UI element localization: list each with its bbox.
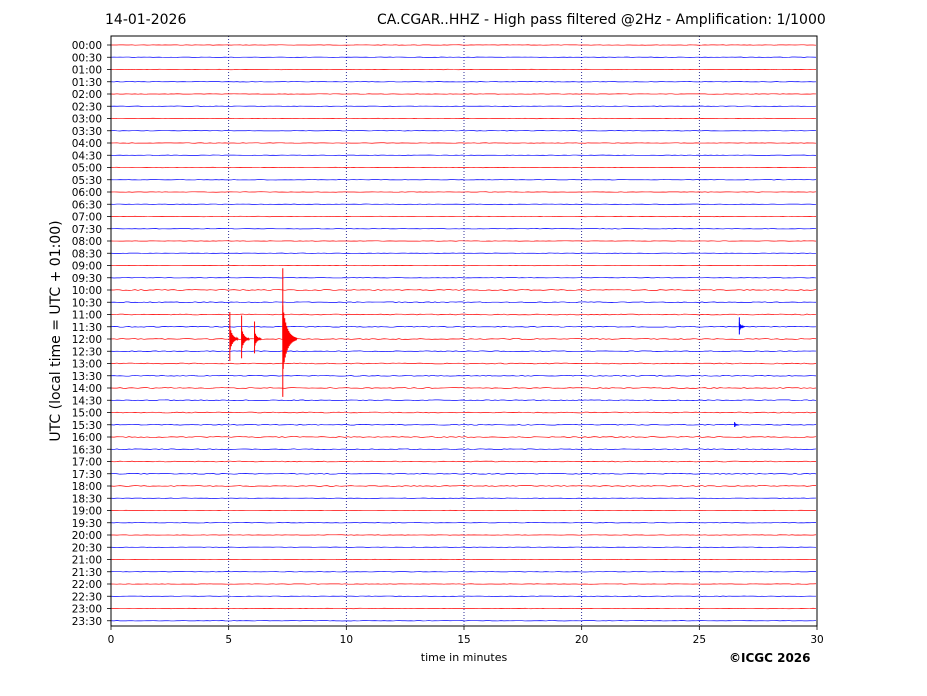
- trace-line: [110, 460, 816, 463]
- x-axis-label: time in minutes: [420, 651, 508, 664]
- y-tick-label: 06:30: [72, 199, 102, 211]
- y-tick-label: 02:30: [72, 101, 102, 113]
- x-tick-label: 15: [457, 634, 470, 646]
- trace-line: [110, 362, 817, 365]
- event-coda: [282, 305, 298, 369]
- y-tick-label: 02:00: [72, 89, 102, 101]
- y-tick-label: 19:30: [72, 518, 102, 530]
- y-tick-label: 01:30: [72, 77, 102, 89]
- trace-line: [110, 423, 817, 426]
- x-tick-label: 10: [340, 634, 353, 646]
- y-tick-label: 05:00: [72, 163, 102, 175]
- y-tick-label: 16:30: [72, 444, 102, 456]
- y-tick-label: 23:00: [72, 604, 102, 616]
- y-tick-label: 12:00: [72, 334, 102, 346]
- y-tick-label: 20:00: [72, 530, 102, 542]
- y-axis-label: UTC (local time = UTC + 01:00): [48, 220, 64, 442]
- trace-line: [110, 325, 817, 328]
- y-tick-label: 12:30: [72, 346, 102, 358]
- trace-line: [110, 313, 817, 316]
- y-tick-labels: 00:0000:3001:0001:3002:0002:3003:0003:30…: [72, 40, 111, 628]
- chart-title: CA.CGAR..HHZ - High pass filtered @2Hz -…: [377, 12, 826, 28]
- event-coda: [734, 422, 739, 428]
- y-tick-label: 04:00: [72, 138, 102, 150]
- event-coda: [229, 326, 239, 350]
- y-tick-label: 13:00: [72, 359, 102, 371]
- x-tick-label: 20: [575, 634, 588, 646]
- y-tick-label: 15:30: [72, 420, 102, 432]
- y-tick-label: 11:30: [72, 322, 102, 334]
- y-tick-label: 07:30: [72, 224, 102, 236]
- event-coda: [241, 327, 251, 349]
- plot-frame: [110, 35, 818, 627]
- x-tick-label: 0: [108, 634, 115, 646]
- x-tick-labels: 0 5 10 15 20 25 30: [108, 626, 824, 646]
- y-tick-label: 04:30: [72, 150, 102, 162]
- y-tick-label: 00:30: [72, 52, 102, 64]
- y-tick-label: 18:30: [72, 493, 102, 505]
- y-tick-label: 21:30: [72, 567, 102, 579]
- trace-line: [110, 301, 817, 304]
- y-tick-label: 14:00: [72, 383, 102, 395]
- y-tick-label: 06:00: [72, 187, 102, 199]
- trace-line: [110, 399, 817, 402]
- trace-line: [110, 472, 817, 475]
- trace-line: [110, 289, 817, 291]
- y-tick-label: 09:30: [72, 273, 102, 285]
- trace-line: [110, 485, 817, 487]
- trace-line: [110, 448, 817, 451]
- y-tick-label: 05:30: [72, 175, 102, 187]
- y-tick-label: 21:00: [72, 555, 102, 567]
- trace-lines: [110, 44, 817, 622]
- y-tick-label: 23:30: [72, 616, 102, 628]
- seismic-events: [229, 268, 746, 428]
- event-coda: [254, 330, 262, 346]
- event-coda: [738, 322, 746, 331]
- chart-date: 14-01-2026: [105, 12, 187, 28]
- y-tick-label: 09:00: [72, 261, 102, 273]
- y-tick-label: 16:00: [72, 432, 102, 444]
- y-tick-label: 08:00: [72, 236, 102, 248]
- trace-line: [110, 387, 817, 389]
- trace-line: [110, 338, 817, 340]
- trace-line: [110, 411, 817, 414]
- grid-lines: [228, 36, 700, 626]
- y-tick-label: 11:00: [72, 310, 102, 322]
- copyright-label: ©ICGC 2026: [729, 651, 811, 665]
- y-tick-label: 01:00: [72, 65, 102, 77]
- trace-line: [110, 374, 817, 377]
- y-tick-label: 18:00: [72, 481, 102, 493]
- y-tick-label: 17:00: [72, 457, 102, 469]
- y-tick-label: 22:00: [72, 579, 102, 591]
- y-tick-label: 08:30: [72, 248, 102, 260]
- y-tick-label: 10:00: [72, 285, 102, 297]
- y-tick-label: 14:30: [72, 395, 102, 407]
- y-tick-label: 10:30: [72, 297, 102, 309]
- x-tick-label: 5: [225, 634, 232, 646]
- y-tick-label: 03:30: [72, 126, 102, 138]
- x-tick-label: 25: [693, 634, 706, 646]
- y-tick-label: 13:30: [72, 371, 102, 383]
- y-tick-label: 15:00: [72, 408, 102, 420]
- x-tick-label: 30: [810, 634, 823, 646]
- y-tick-label: 03:00: [72, 114, 102, 126]
- trace-line: [110, 350, 817, 353]
- y-tick-label: 17:30: [72, 469, 102, 481]
- y-tick-label: 07:00: [72, 212, 102, 224]
- y-tick-label: 20:30: [72, 542, 102, 554]
- trace-line: [110, 436, 817, 438]
- y-tick-label: 00:00: [72, 40, 102, 52]
- y-tick-label: 19:00: [72, 506, 102, 518]
- y-tick-label: 22:30: [72, 591, 102, 603]
